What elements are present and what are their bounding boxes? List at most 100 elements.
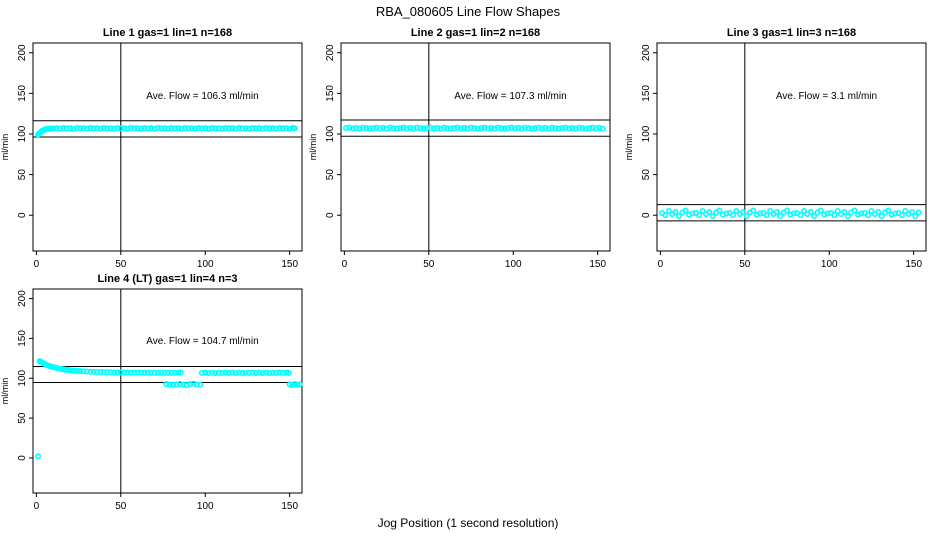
data-point xyxy=(851,207,858,214)
data-point xyxy=(175,369,182,376)
data-point xyxy=(757,210,764,217)
data-point xyxy=(180,381,187,388)
data-point xyxy=(811,213,818,220)
data-point xyxy=(424,125,431,132)
data-point xyxy=(797,212,804,219)
data-point xyxy=(124,369,131,376)
data-point xyxy=(107,125,114,132)
data-point xyxy=(461,124,468,131)
data-point xyxy=(232,125,239,132)
data-point xyxy=(138,369,145,376)
data-point xyxy=(366,125,373,132)
data-point xyxy=(121,125,128,132)
data-point xyxy=(114,124,121,131)
data-point xyxy=(386,124,393,131)
data-point xyxy=(266,370,273,377)
data-point xyxy=(161,369,168,376)
data-point xyxy=(841,209,848,216)
data-point xyxy=(141,124,148,131)
data-point xyxy=(273,125,280,132)
y-tick-label: 150 xyxy=(325,85,336,102)
data-point xyxy=(144,125,151,132)
y-axis-unit-label: ml/min xyxy=(624,134,634,161)
y-tick-label: 100 xyxy=(17,369,28,386)
data-point xyxy=(259,125,266,132)
data-point xyxy=(468,124,475,131)
data-point xyxy=(902,208,909,215)
data-point xyxy=(875,209,882,216)
data-point xyxy=(215,369,222,376)
data-point xyxy=(672,209,679,216)
data-point xyxy=(363,125,370,132)
data-point xyxy=(195,124,202,131)
data-point xyxy=(908,209,915,216)
data-point xyxy=(740,209,747,216)
data-point xyxy=(239,370,246,377)
data-point xyxy=(100,124,107,131)
plot-box xyxy=(340,42,611,252)
data-point xyxy=(158,369,165,376)
data-point xyxy=(80,125,87,132)
data-point xyxy=(94,368,101,375)
data-point xyxy=(219,369,226,376)
x-tick-label: 150 xyxy=(281,259,298,270)
y-tick-label: 150 xyxy=(641,85,652,102)
data-point xyxy=(559,125,566,132)
data-point xyxy=(525,125,532,132)
data-point xyxy=(60,124,67,131)
plot-area-2: 0 50 100 150 0 50 100 150 200 Line 2 gas=1 lin=2 … xyxy=(308,27,611,270)
data-point xyxy=(188,125,195,132)
plot-area-1: 0 50 100 150 0 50 100 150 200 Line 1 gas=1 lin=1 … xyxy=(0,27,303,270)
data-point xyxy=(579,125,586,132)
data-point xyxy=(181,124,188,131)
data-point xyxy=(242,125,249,132)
plot-box xyxy=(32,42,303,252)
x-tick-label: 0 xyxy=(34,259,40,270)
data-point xyxy=(107,369,114,376)
data-point xyxy=(898,212,905,219)
data-point xyxy=(790,210,797,217)
y-tick-label: 150 xyxy=(17,85,28,102)
data-point xyxy=(915,209,922,216)
data-point xyxy=(225,369,232,376)
data-point xyxy=(346,124,353,131)
data-point xyxy=(716,207,723,214)
data-point xyxy=(706,209,713,216)
x-tick-label: 150 xyxy=(589,259,606,270)
x-tick-label: 150 xyxy=(281,501,298,512)
x-tick-label: 50 xyxy=(115,259,127,270)
data-point xyxy=(176,380,183,387)
data-point xyxy=(349,125,356,132)
data-point xyxy=(488,124,495,131)
data-point xyxy=(858,210,865,217)
data-point xyxy=(269,125,276,132)
data-point xyxy=(885,207,892,214)
data-point xyxy=(117,369,124,376)
data-point xyxy=(97,125,104,132)
data-point xyxy=(252,125,259,132)
data-point xyxy=(53,125,60,132)
data-point xyxy=(208,369,215,376)
data-point xyxy=(291,125,298,132)
y-tick-label: 0 xyxy=(17,212,28,218)
data-point xyxy=(80,368,87,375)
data-point xyxy=(709,213,716,220)
data-point xyxy=(892,210,899,217)
data-point xyxy=(151,125,158,132)
data-point xyxy=(549,124,556,131)
data-point xyxy=(478,125,485,132)
y-tick-label: 50 xyxy=(641,169,652,181)
data-point xyxy=(279,125,286,132)
data-point xyxy=(163,380,170,387)
data-point xyxy=(35,453,42,460)
data-point xyxy=(586,125,593,132)
data-point xyxy=(750,207,757,214)
data-point xyxy=(538,125,545,132)
data-point xyxy=(743,213,750,220)
data-point xyxy=(824,210,831,217)
data-point xyxy=(844,213,851,220)
data-point xyxy=(471,125,478,132)
subplot-3: 0 50 100 150 0 50 100 150 200 Line 3 gas=1 lin=3 … xyxy=(624,22,936,284)
data-point xyxy=(168,124,175,131)
